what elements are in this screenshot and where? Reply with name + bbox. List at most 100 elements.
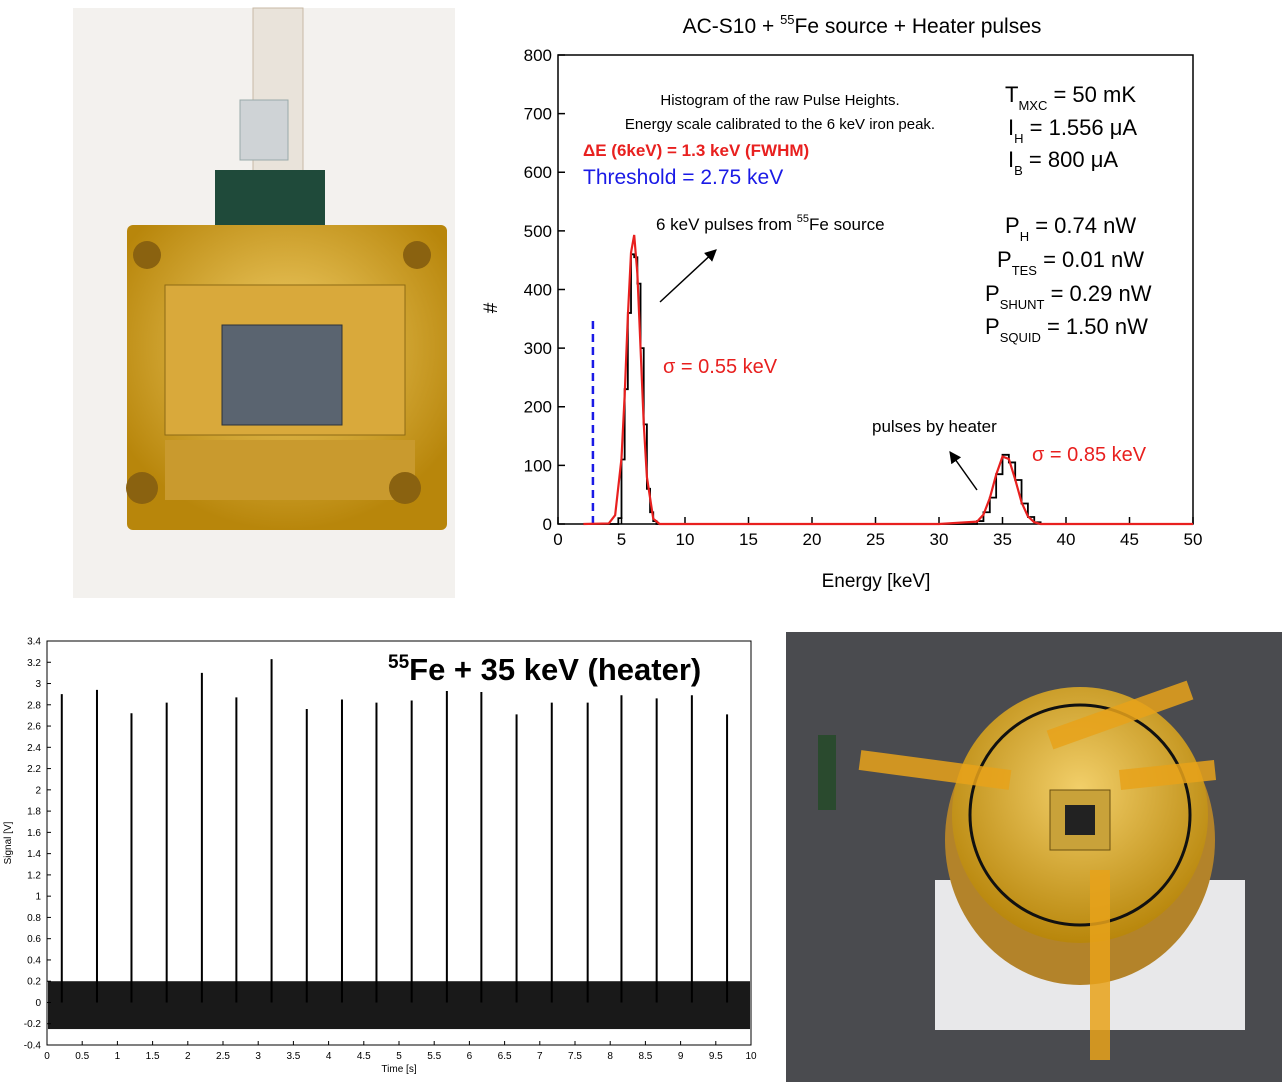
parameter-subscript: B bbox=[1014, 163, 1023, 178]
parameter: IH = 1.556 μA bbox=[1008, 115, 1137, 146]
y-tick-label: 1.6 bbox=[27, 828, 41, 839]
annotation: Threshold = 2.75 keV bbox=[583, 166, 783, 189]
annotation: 6 keV pulses from 55Fe source bbox=[656, 213, 885, 234]
parameter-symbol: I bbox=[1008, 115, 1014, 140]
x-tick-label: 10 bbox=[745, 1051, 757, 1062]
parameter-subscript: H bbox=[1020, 229, 1029, 244]
x-axis-label: Time [s] bbox=[381, 1064, 416, 1075]
y-tick-label: 3.2 bbox=[27, 658, 41, 669]
parameter-value: = 0.01 nW bbox=[1037, 247, 1144, 272]
x-tick-label: 0 bbox=[44, 1051, 50, 1062]
x-tick-label: 5.5 bbox=[427, 1051, 441, 1062]
parameter-value: = 0.29 nW bbox=[1044, 281, 1151, 306]
y-tick-label: 600 bbox=[524, 163, 552, 182]
y-tick-label: 2 bbox=[35, 785, 41, 796]
x-tick-label: 1.5 bbox=[146, 1051, 160, 1062]
x-tick-label: 8.5 bbox=[638, 1051, 652, 1062]
parameter: PH = 0.74 nW bbox=[1005, 213, 1136, 244]
y-tick-label: 300 bbox=[524, 339, 552, 358]
x-tick-label: 3 bbox=[255, 1051, 261, 1062]
y-tick-label: 200 bbox=[524, 398, 552, 417]
x-tick-label: 4 bbox=[326, 1051, 332, 1062]
x-tick-label: 35 bbox=[993, 530, 1012, 549]
arrow bbox=[659, 249, 717, 303]
y-tick-label: 3 bbox=[35, 679, 41, 690]
noise-band bbox=[48, 981, 750, 1030]
x-tick-label: 15 bbox=[739, 530, 758, 549]
y-tick-label: 500 bbox=[524, 222, 552, 241]
x-axis-label: Energy [keV] bbox=[822, 571, 931, 592]
y-tick-label: 2.2 bbox=[27, 764, 41, 775]
y-tick-label: 2.8 bbox=[27, 700, 41, 711]
parameter-symbol: I bbox=[1008, 147, 1014, 172]
parameter: PSQUID = 1.50 nW bbox=[985, 314, 1148, 345]
parameter-value: = 0.74 nW bbox=[1029, 213, 1136, 238]
parameter-subscript: SQUID bbox=[1000, 330, 1041, 345]
y-tick-label: 0 bbox=[35, 998, 41, 1009]
x-tick-label: 2.5 bbox=[216, 1051, 230, 1062]
y-tick-label: 1 bbox=[35, 892, 41, 903]
annotation: Histogram of the raw Pulse Heights. bbox=[660, 92, 899, 109]
y-tick-label: 0.4 bbox=[27, 955, 41, 966]
y-tick-label: 2.4 bbox=[27, 743, 41, 754]
parameter: IB = 800 μA bbox=[1008, 147, 1118, 178]
annotation: Energy scale calibrated to the 6 keV iro… bbox=[625, 116, 935, 133]
x-tick-label: 6.5 bbox=[498, 1051, 512, 1062]
y-tick-label: -0.4 bbox=[24, 1041, 42, 1052]
parameter-value: = 1.556 μA bbox=[1024, 115, 1138, 140]
y-tick-label: -0.2 bbox=[24, 1019, 42, 1030]
x-tick-label: 0.5 bbox=[75, 1051, 89, 1062]
x-tick-label: 1 bbox=[115, 1051, 121, 1062]
y-tick-label: 0 bbox=[543, 515, 552, 534]
y-tick-label: 3.4 bbox=[27, 637, 41, 648]
y-tick-label: 800 bbox=[524, 46, 552, 65]
x-tick-label: 0 bbox=[553, 530, 562, 549]
y-tick-label: 2.6 bbox=[27, 722, 41, 733]
parameter-value: = 50 mK bbox=[1047, 82, 1136, 107]
parameter-symbol: P bbox=[997, 247, 1012, 272]
x-tick-label: 2 bbox=[185, 1051, 191, 1062]
parameter: TMXC = 50 mK bbox=[1005, 82, 1136, 113]
parameter-value: = 800 μA bbox=[1023, 147, 1119, 172]
fit-line bbox=[583, 234, 1193, 526]
y-axis-label: # bbox=[481, 302, 502, 313]
x-tick-label: 8 bbox=[607, 1051, 613, 1062]
x-tick-label: 50 bbox=[1184, 530, 1203, 549]
parameter-symbol: P bbox=[1005, 213, 1020, 238]
x-tick-label: 10 bbox=[676, 530, 695, 549]
y-tick-label: 0.2 bbox=[27, 977, 41, 988]
parameter-subscript: TES bbox=[1012, 263, 1038, 278]
arrow bbox=[949, 451, 978, 491]
annotation: ΔE (6keV) = 1.3 keV (FWHM) bbox=[583, 141, 809, 160]
y-tick-label: 0.8 bbox=[27, 913, 41, 924]
y-tick-label: 400 bbox=[524, 280, 552, 299]
y-tick-label: 1.2 bbox=[27, 870, 41, 881]
y-tick-label: 0.6 bbox=[27, 934, 41, 945]
x-tick-label: 40 bbox=[1057, 530, 1076, 549]
x-tick-label: 7.5 bbox=[568, 1051, 582, 1062]
photo-cryostat bbox=[786, 632, 1282, 1082]
annotation: σ = 0.85 keV bbox=[1032, 444, 1147, 466]
parameter: PSHUNT = 0.29 nW bbox=[985, 281, 1152, 312]
y-tick-label: 1.4 bbox=[27, 849, 41, 860]
x-tick-label: 9.5 bbox=[709, 1051, 723, 1062]
y-tick-label: 700 bbox=[524, 105, 552, 124]
y-tick-label: 100 bbox=[524, 456, 552, 475]
y-axis-label: Signal [V] bbox=[3, 821, 14, 864]
parameter-subscript: H bbox=[1014, 131, 1023, 146]
parameter-symbol: T bbox=[1005, 82, 1018, 107]
x-tick-label: 25 bbox=[866, 530, 885, 549]
x-tick-label: 9 bbox=[678, 1051, 684, 1062]
parameter-value: = 1.50 nW bbox=[1041, 314, 1148, 339]
x-tick-label: 7 bbox=[537, 1051, 543, 1062]
x-tick-label: 4.5 bbox=[357, 1051, 371, 1062]
parameter-symbol: P bbox=[985, 314, 1000, 339]
x-tick-label: 6 bbox=[467, 1051, 473, 1062]
parameter-subscript: SHUNT bbox=[1000, 297, 1045, 312]
x-tick-label: 30 bbox=[930, 530, 949, 549]
annotation: σ = 0.55 keV bbox=[663, 356, 778, 378]
parameter: PTES = 0.01 nW bbox=[997, 247, 1144, 278]
x-tick-label: 3.5 bbox=[286, 1051, 300, 1062]
parameter-subscript: MXC bbox=[1018, 98, 1047, 113]
